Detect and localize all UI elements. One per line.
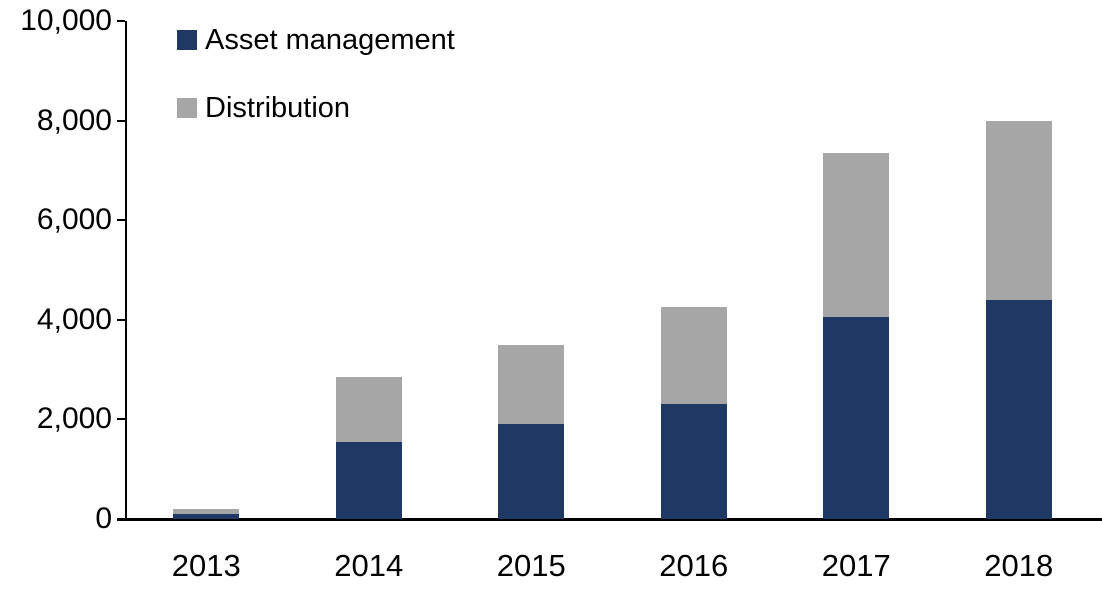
y-tick-label: 0 [95,502,112,535]
bar-2016-distribution [660,307,727,405]
y-tick-mark [117,318,125,321]
legend-label-distribution: Distribution [205,92,351,124]
x-tick-label-2015: 2015 [496,548,566,583]
x-tick-label-2018: 2018 [984,548,1054,583]
y-tick-label: 6,000 [36,203,112,237]
y-tick-label: 10,000 [20,4,112,37]
bar-2014-distribution [335,377,402,442]
legend-item-distribution: Distribution [177,93,455,123]
y-tick-mark [117,418,125,421]
y-tick-label: 2,000 [36,402,112,436]
legend-swatch-distribution-icon [177,98,197,118]
x-tick-label-2013: 2013 [171,548,241,583]
y-axis-line [125,21,127,519]
x-tick-label-2017: 2017 [821,548,891,583]
x-tick-label-2014: 2014 [334,548,404,583]
x-tick-label-2016: 2016 [659,548,729,583]
bar-2015-asset-management [498,424,565,519]
bar-2014-asset-management [335,441,402,519]
bar-2013-asset-management [173,514,240,519]
legend-item-asset-management: Asset management [177,25,455,55]
bar-2017-asset-management [823,317,890,519]
y-tick-mark [117,219,125,222]
bar-2015-distribution [498,344,565,425]
y-tick-label: 4,000 [36,302,112,336]
x-axis-line [117,518,1102,521]
y-tick-mark [117,119,125,122]
legend-label-asset-management: Asset management [205,24,455,56]
legend-swatch-asset-management-icon [177,30,197,50]
chart-legend: Asset management Distribution [177,25,455,123]
y-tick-label: 8,000 [36,103,112,137]
y-tick-mark [117,518,125,520]
bar-2018-asset-management [985,299,1052,519]
bar-2016-asset-management [660,404,727,519]
y-tick-mark [117,20,125,22]
bar-2013-distribution [173,509,240,514]
bar-2017-distribution [823,152,890,318]
bar-2018-distribution [985,120,1052,300]
